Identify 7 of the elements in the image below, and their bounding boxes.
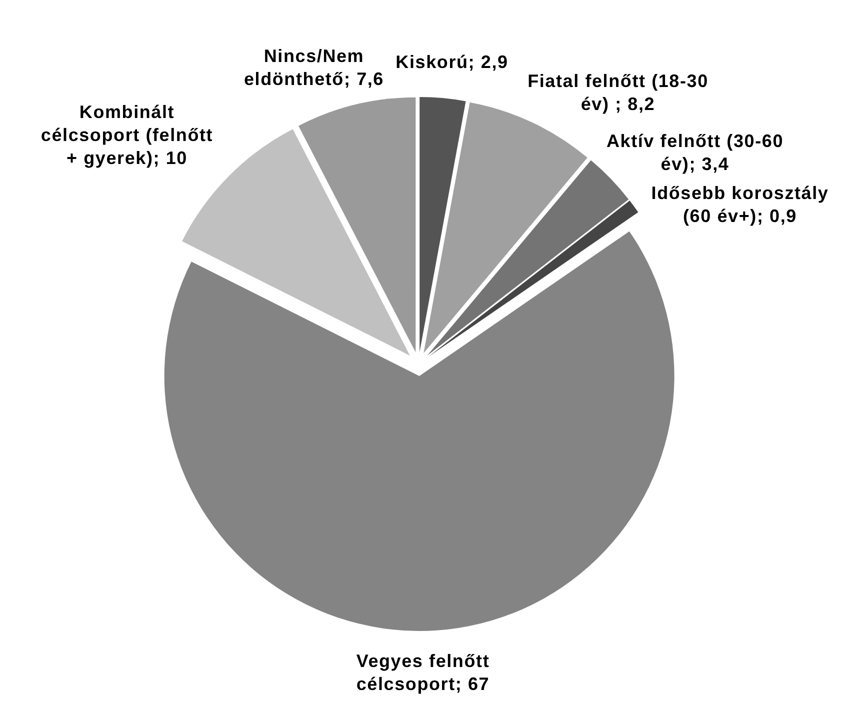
slice-label: Fiatal felnőtt (18-30 év) ; 8,2 <box>528 71 708 114</box>
slice-label: Nincs/Nem eldönthető; 7,6 <box>244 46 384 89</box>
slice-label: Idősebb korosztály (60 év+); 0,9 <box>651 183 829 226</box>
slice-label: Kiskorú; 2,9 <box>396 52 508 72</box>
slice-label: Aktív felnőtt (30-60 év); 3,4 <box>606 131 784 174</box>
slice-label: Kombinált célcsoport (felnőtt + gyerek); 10 <box>40 102 214 168</box>
slice-label: Vegyes felnőtt célcsoport; 67 <box>356 651 490 694</box>
